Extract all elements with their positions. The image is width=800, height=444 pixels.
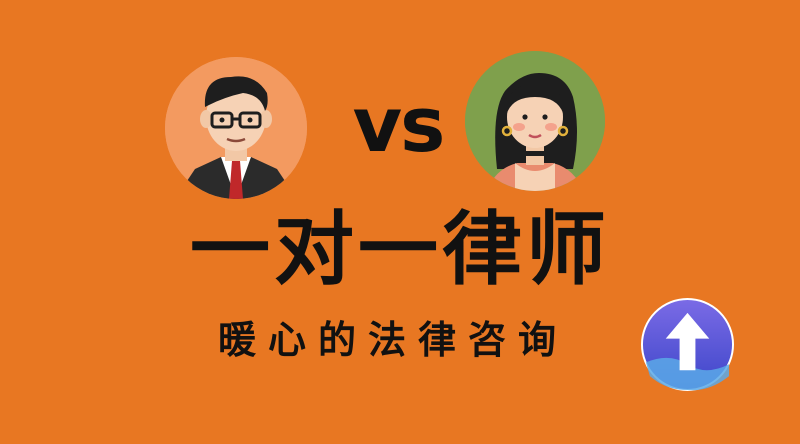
male-lawyer-icon <box>165 57 307 199</box>
vs-label: vs <box>352 80 446 169</box>
up-arrow-icon <box>640 297 735 392</box>
up-arrow-badge <box>640 297 735 392</box>
female-client-icon <box>465 51 605 191</box>
client-avatar <box>465 51 605 191</box>
lawyer-avatar <box>165 57 307 199</box>
page-subtitle: 暖心的法律咨询 <box>217 318 568 362</box>
page-title: 一对一律师 <box>190 203 610 296</box>
